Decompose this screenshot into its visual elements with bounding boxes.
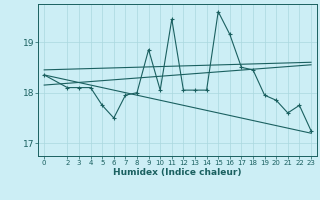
X-axis label: Humidex (Indice chaleur): Humidex (Indice chaleur) (113, 168, 242, 177)
